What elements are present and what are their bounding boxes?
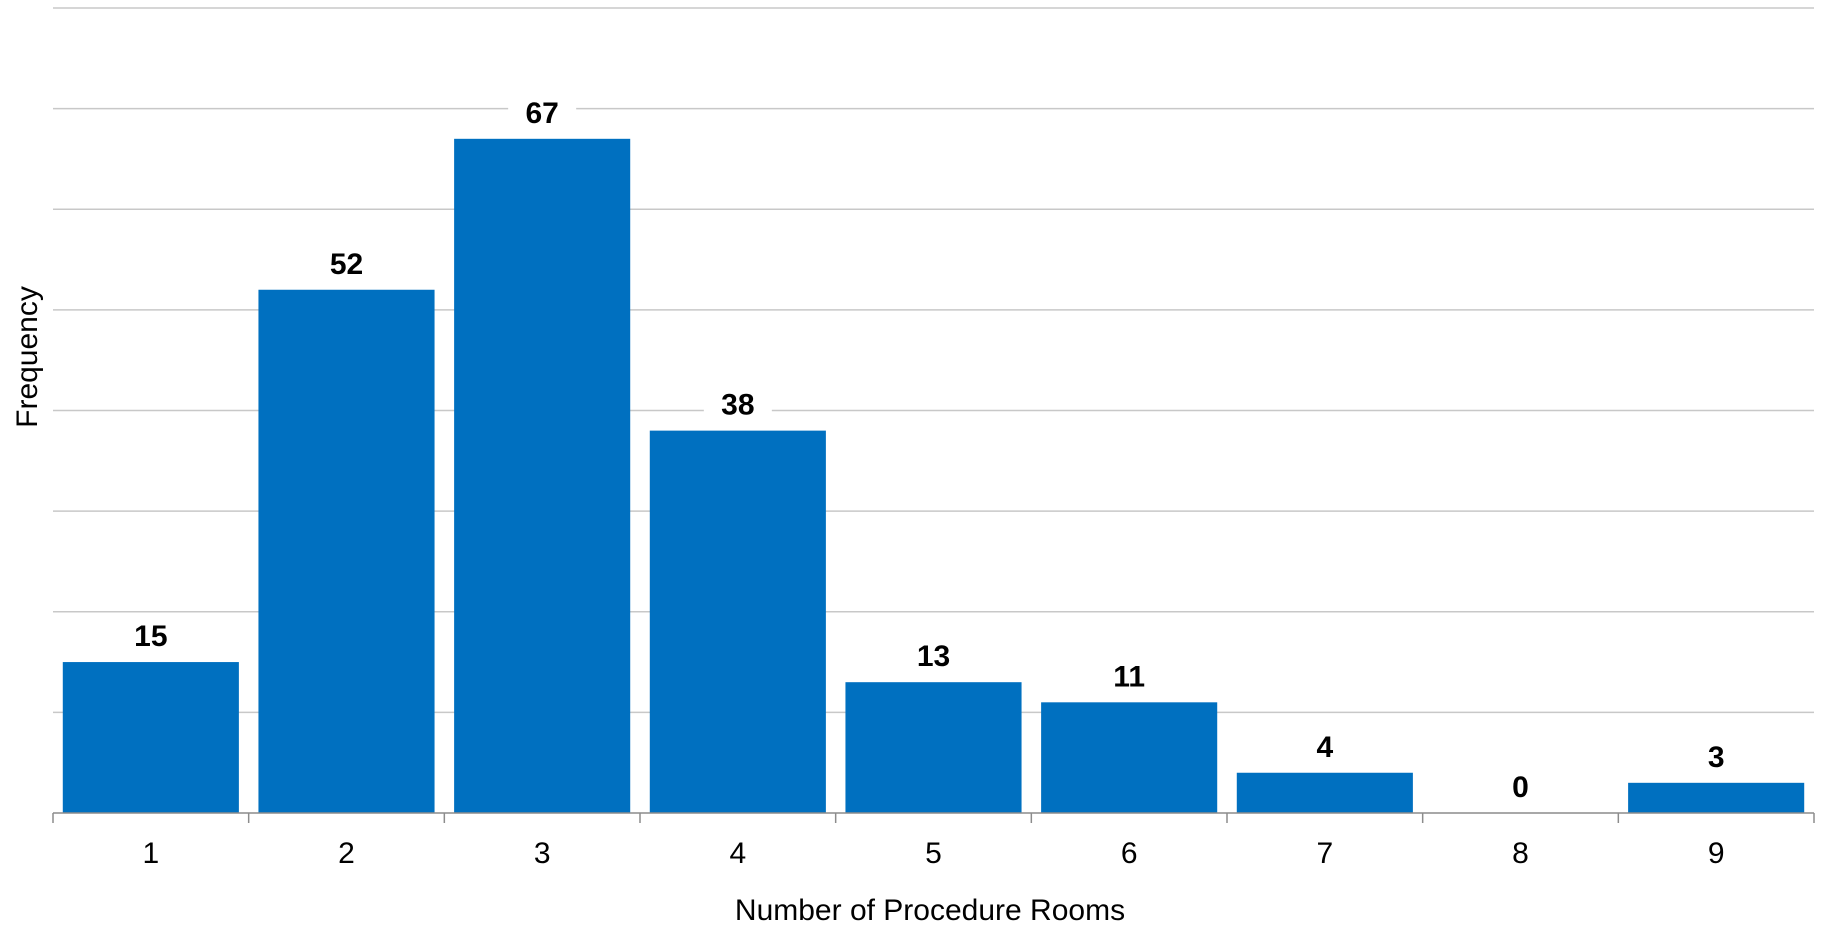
bar-1 xyxy=(62,662,239,813)
data-label-1: 15 xyxy=(134,620,167,653)
data-label-2: 52 xyxy=(330,248,363,281)
bar-9 xyxy=(1628,782,1805,813)
y-axis-title: Frequency xyxy=(11,286,44,428)
x-tick-label-6: 6 xyxy=(1121,837,1138,870)
data-label-4: 38 xyxy=(721,389,754,422)
x-tick-label-9: 9 xyxy=(1708,837,1725,870)
data-label-background xyxy=(1682,736,1751,777)
data-label-background xyxy=(1290,726,1359,767)
data-label-background xyxy=(703,384,772,425)
bar-6 xyxy=(1041,702,1218,813)
bars xyxy=(62,138,1805,813)
data-label-9: 3 xyxy=(1708,741,1725,774)
data-labels: 15 52 67 38 13 11 4 0 3 xyxy=(116,92,1751,807)
data-label-3: 67 xyxy=(525,97,558,130)
x-tick-label-2: 2 xyxy=(338,837,355,870)
data-label-background xyxy=(116,616,185,657)
data-label-5: 13 xyxy=(917,640,950,673)
x-tick-label-1: 1 xyxy=(142,837,159,870)
x-tick-label-5: 5 xyxy=(925,837,942,870)
data-label-background xyxy=(899,636,968,677)
x-tick-label-4: 4 xyxy=(729,837,746,870)
data-label-7: 4 xyxy=(1316,731,1333,764)
x-axis: 1 2 3 4 5 6 7 8 9 xyxy=(52,812,1815,870)
bar-7 xyxy=(1236,772,1413,813)
bar-3 xyxy=(454,138,631,813)
data-label-8: 0 xyxy=(1512,771,1529,804)
x-tick-label-7: 7 xyxy=(1316,837,1333,870)
data-label-6: 11 xyxy=(1113,660,1145,693)
data-label-background xyxy=(508,92,577,133)
bar-4 xyxy=(649,430,826,813)
x-axis-title: Number of Procedure Rooms xyxy=(735,894,1125,927)
data-label-background xyxy=(312,243,381,284)
x-tick-label-3: 3 xyxy=(534,837,551,870)
data-label-background xyxy=(1095,656,1164,697)
bar-2 xyxy=(258,289,435,813)
data-label-background xyxy=(1486,767,1555,807)
x-tick-label-8: 8 xyxy=(1512,837,1529,870)
bar-5 xyxy=(845,682,1022,813)
